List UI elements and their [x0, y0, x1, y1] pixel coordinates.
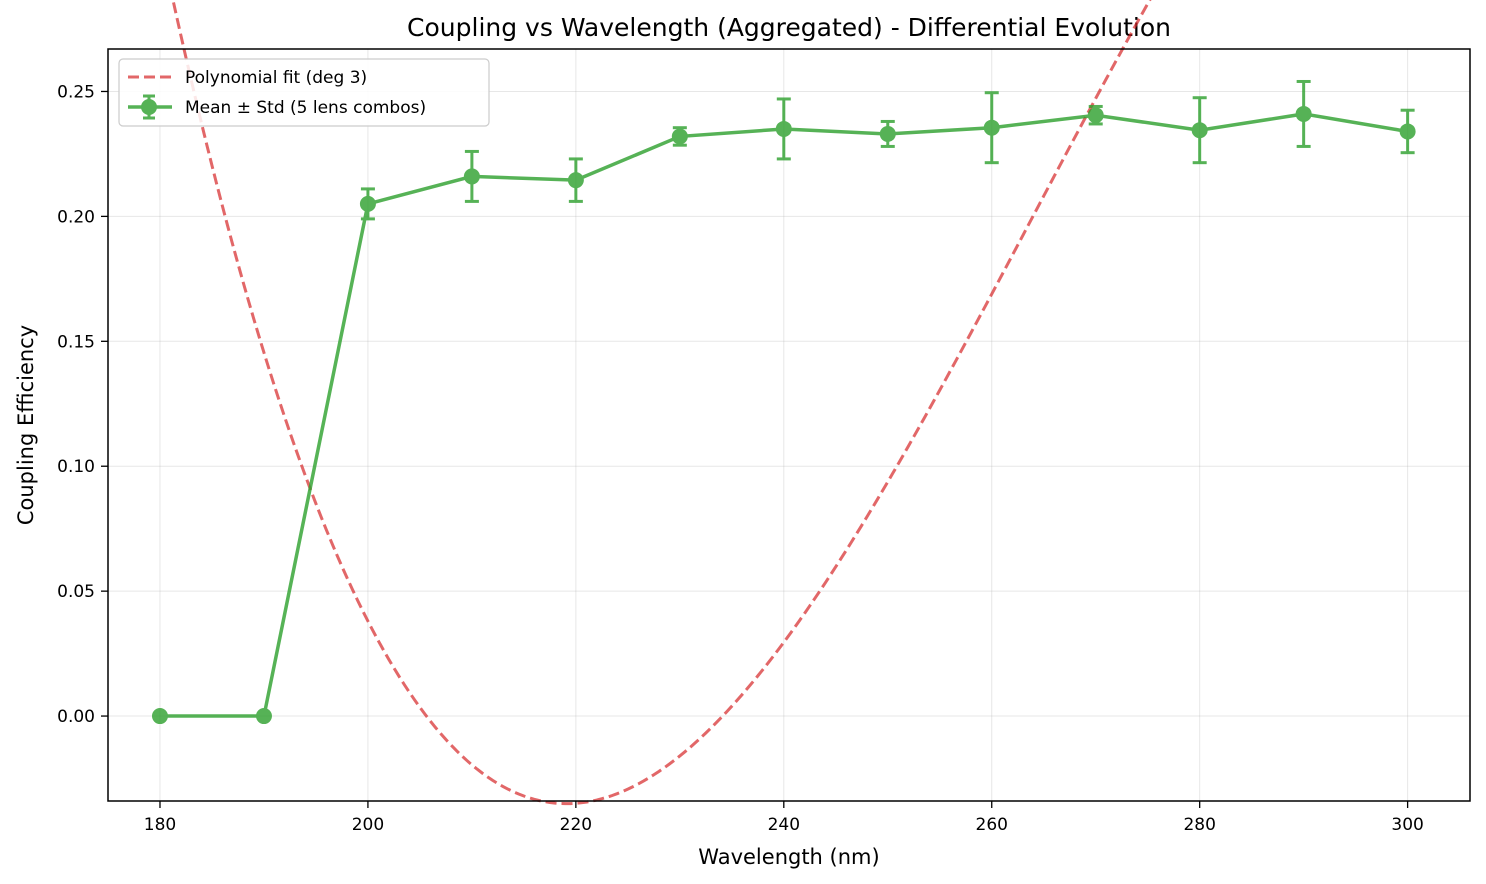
grid-lines: [108, 49, 1470, 801]
polynomial-fit-line: [171, 0, 1152, 806]
y-axis-label: Coupling Efficiency: [14, 325, 38, 525]
data-point: [359, 195, 376, 212]
x-tick-label: 280: [1183, 815, 1215, 835]
data-point: [775, 120, 792, 137]
y-tick-label: 0.00: [57, 707, 95, 727]
data-point: [879, 125, 896, 142]
data-point: [1191, 122, 1208, 139]
legend-mean-label: Mean ± Std (5 lens combos): [185, 98, 426, 118]
data-point: [1399, 123, 1416, 140]
plot-frame: [107, 48, 1471, 802]
y-tick-label: 0.20: [57, 207, 95, 227]
y-tick-label: 0.05: [57, 582, 95, 602]
y-tick-label: 0.25: [57, 82, 95, 102]
y-tick-label: 0.10: [57, 457, 95, 477]
data-point: [671, 128, 688, 145]
plot-area: [151, 0, 1416, 806]
mean-std-series: [151, 79, 1416, 725]
x-tick-label: 200: [352, 815, 384, 835]
data-point: [151, 708, 168, 725]
x-tick-label: 260: [976, 815, 1008, 835]
chart-title: Coupling vs Wavelength (Aggregated) - Di…: [407, 13, 1171, 42]
y-tick-label: 0.15: [57, 332, 95, 352]
legend: Polynomial fit (deg 3) Mean ± Std (5 len…: [118, 58, 490, 127]
x-tick-label: 240: [768, 815, 800, 835]
data-point: [567, 172, 584, 189]
x-tick-label: 300: [1391, 815, 1423, 835]
data-point: [1087, 107, 1104, 124]
data-point: [983, 119, 1000, 136]
data-point: [255, 708, 272, 725]
axis-ticks: 180 200 220 240 260 280 300 0.00 0.05 0.10 0.15 0.2…: [57, 82, 1424, 835]
x-tick-label: 220: [560, 815, 592, 835]
legend-fit-label: Polynomial fit (deg 3): [185, 68, 367, 88]
legend-box: [118, 58, 490, 127]
legend-mean-swatch: [128, 94, 172, 120]
x-axis-label: Wavelength (nm): [698, 845, 879, 869]
data-point: [463, 168, 480, 185]
x-tick-label: 180: [144, 815, 176, 835]
data-point: [1295, 105, 1312, 122]
